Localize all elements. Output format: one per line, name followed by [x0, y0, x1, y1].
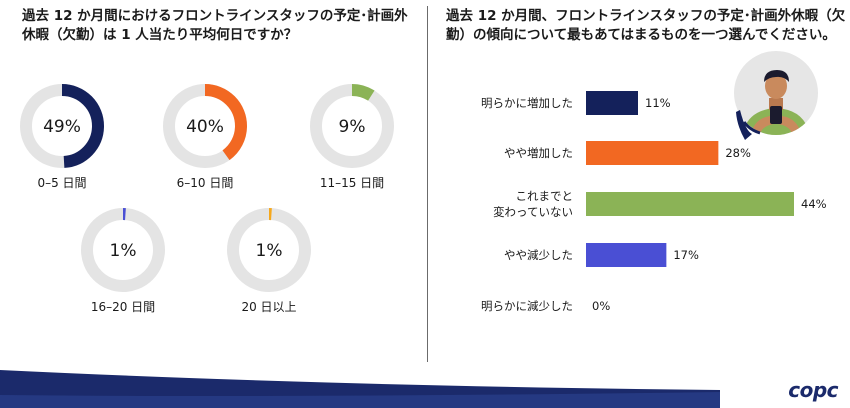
bar-value-label: 17% — [673, 248, 699, 262]
donut-category-label: 0–5 日間 — [37, 176, 86, 190]
donut-5: 1% 20 日以上 — [227, 208, 311, 314]
person-using-smartphone-icon — [734, 51, 818, 140]
donut-value-label: 9% — [339, 117, 366, 137]
donut-category-label: 16–20 日間 — [91, 300, 155, 314]
bar-row-1: 明らかに増加した 11% — [481, 91, 671, 115]
bar-category-label: 明らかに増加した — [481, 96, 573, 110]
bar-value-label: 11% — [645, 96, 671, 110]
bar — [586, 192, 794, 216]
donut-category-label: 20 日以上 — [241, 300, 296, 314]
donut-2: 40% 6–10 日間 — [163, 84, 247, 190]
donut-segment — [20, 84, 104, 168]
donut-value-label: 49% — [43, 117, 81, 137]
bar-category-label: やや増加した — [504, 146, 573, 160]
donut-value-label: 40% — [186, 117, 224, 137]
bar-value-label: 0% — [592, 299, 610, 313]
bar-category-label: 明らかに減少した — [481, 299, 573, 313]
donut-segment — [310, 84, 394, 168]
donut-segment — [81, 208, 165, 292]
bar-row-3: これまでと変わっていない 44% — [493, 189, 827, 219]
donut-segment — [227, 208, 311, 292]
donut-1: 49% 0–5 日間 — [20, 84, 104, 190]
donut-segment — [163, 84, 247, 168]
donut-category-label: 11–15 日間 — [320, 176, 384, 190]
donut-category-label: 6–10 日間 — [177, 176, 234, 190]
bar — [586, 141, 719, 165]
bar — [586, 91, 638, 115]
donut-3: 9% 11–15 日間 — [310, 84, 394, 190]
footer-band — [0, 370, 720, 408]
bar-chart: 明らかに増加した 11% やや増加した 28% これまでと変わっていない 44% やや減少し… — [481, 91, 827, 313]
brand-logo: copc — [788, 378, 838, 402]
bar-row-5: 明らかに減少した 0% — [481, 299, 610, 313]
right-question: 過去 12 か月間、フロントラインスタッフの予定･計画外休暇（欠勤）の傾向につい… — [446, 8, 846, 43]
bar-row-4: やや減少した 17% — [504, 243, 699, 267]
donut-4: 1% 16–20 日間 — [81, 208, 165, 314]
bar — [586, 243, 667, 267]
bar-category-label: やや減少した — [504, 248, 573, 262]
donut-value-label: 1% — [256, 241, 283, 261]
bar-value-label: 28% — [725, 146, 751, 160]
bar-value-label: 44% — [801, 197, 827, 211]
bar-row-2: やや増加した 28% — [504, 141, 751, 165]
panel-divider — [427, 6, 428, 362]
bar-category-label: これまでと変わっていない — [493, 189, 573, 219]
left-question: 過去 12 か月間におけるフロントラインスタッフの予定･計画外休暇（欠勤）は 1… — [22, 8, 408, 43]
donut-value-label: 1% — [110, 241, 137, 261]
